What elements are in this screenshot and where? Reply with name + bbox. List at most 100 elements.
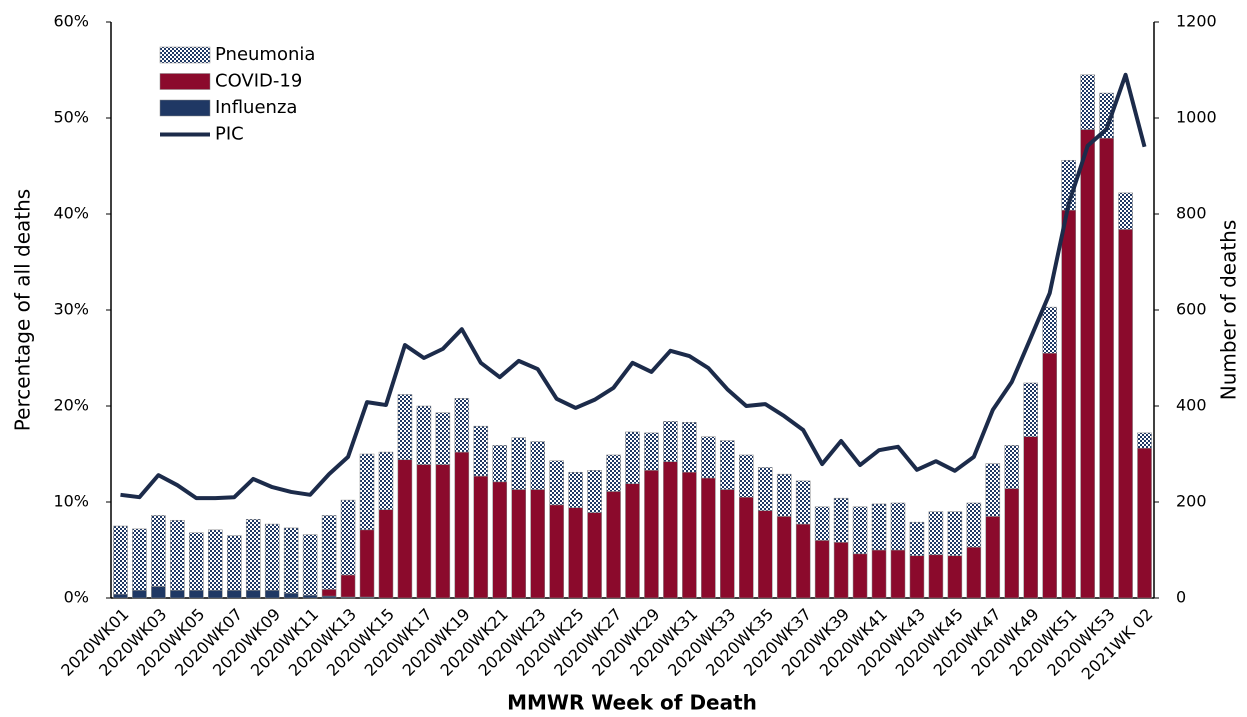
bar [416, 405, 432, 465]
y2-axis-title: Number of deaths [1217, 220, 1241, 401]
bar [606, 491, 621, 599]
bar [302, 534, 318, 596]
bar [473, 425, 489, 477]
bar [833, 497, 849, 543]
bar [397, 459, 413, 599]
bar [776, 473, 792, 517]
bar [359, 529, 375, 598]
bar [644, 470, 659, 599]
bar [378, 509, 394, 599]
bar [568, 507, 583, 599]
bar [663, 421, 678, 462]
bar [928, 554, 944, 599]
bar [947, 555, 963, 599]
bar [264, 523, 280, 591]
bar [208, 529, 223, 591]
bar [245, 519, 261, 591]
bar [113, 525, 128, 595]
bar [321, 589, 337, 597]
bar [1004, 445, 1020, 489]
y-tick-label: 50% [53, 108, 89, 127]
bar [264, 590, 280, 599]
bar [530, 441, 545, 490]
bar [1137, 432, 1152, 449]
bar [151, 515, 166, 587]
bar [340, 499, 356, 576]
bar [1042, 352, 1057, 599]
bar [814, 540, 830, 599]
bar [739, 454, 754, 498]
bar [947, 511, 963, 557]
bar [909, 555, 925, 599]
bar [928, 511, 944, 556]
bar [795, 480, 811, 525]
bar [1042, 306, 1057, 354]
bar [189, 532, 204, 591]
bar [587, 512, 602, 599]
bar [1118, 229, 1133, 599]
legend-swatch [159, 99, 211, 117]
bar [985, 516, 1001, 599]
bar [454, 451, 470, 599]
bar [1004, 488, 1020, 599]
legend-label: COVID-19 [215, 71, 302, 92]
bar [473, 475, 489, 599]
bar [1118, 192, 1133, 230]
bar [340, 574, 356, 598]
bar [321, 595, 337, 599]
bar [208, 590, 223, 599]
bar [1099, 137, 1114, 599]
bar [416, 464, 432, 599]
bar [283, 527, 299, 594]
bar [814, 506, 830, 541]
bar [113, 593, 128, 599]
bar [682, 422, 697, 473]
legend-label: Pneumonia [215, 44, 315, 65]
y2-tick-label: 600 [1176, 300, 1207, 319]
bar [720, 489, 735, 599]
bar [757, 467, 773, 511]
bar [435, 464, 451, 599]
legend-swatch [159, 73, 211, 90]
bar [833, 542, 849, 599]
bar [1023, 436, 1039, 599]
y-tick-label: 20% [53, 396, 89, 415]
bar [359, 453, 375, 531]
y2-tick-label: 400 [1176, 396, 1207, 415]
bar [1061, 209, 1076, 599]
y-tick-label: 60% [53, 12, 89, 31]
bar [189, 590, 204, 599]
y2-tick-label: 1200 [1176, 12, 1217, 31]
bar [283, 592, 299, 599]
bar [852, 553, 868, 599]
y2-tick-label: 800 [1176, 204, 1207, 223]
bar [776, 516, 792, 599]
y-tick-label: 30% [53, 300, 89, 319]
bar [852, 506, 868, 555]
bar [663, 461, 678, 599]
line [120, 72, 1147, 501]
bar [492, 481, 508, 599]
bar [701, 436, 716, 479]
bar [644, 432, 659, 471]
bar [245, 590, 261, 599]
bar [397, 394, 413, 461]
bar [511, 489, 526, 599]
bar [1099, 92, 1114, 139]
y2-tick-label: 200 [1176, 492, 1207, 511]
bar [966, 546, 982, 599]
bar [587, 470, 602, 513]
bar [871, 549, 887, 599]
legend-label: Influenza [215, 97, 297, 118]
bar [1080, 74, 1095, 130]
y-axis-title: Percentage of all deaths [11, 189, 35, 431]
bar [170, 519, 185, 591]
bar [226, 535, 242, 591]
bar [701, 477, 716, 599]
bar [530, 489, 545, 599]
bar [1137, 447, 1152, 599]
bar [1080, 129, 1095, 599]
bar [739, 496, 754, 599]
bar [321, 515, 337, 590]
